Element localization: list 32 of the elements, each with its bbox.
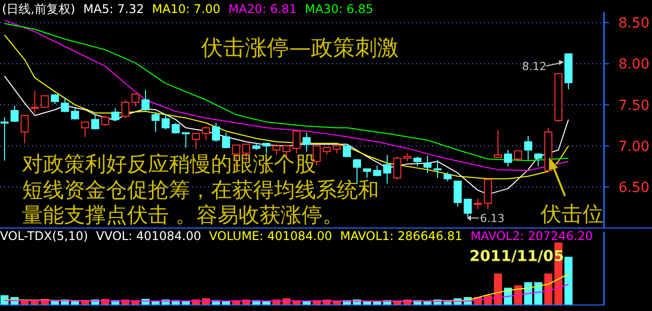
chart-title: (日线,前复权)	[2, 2, 76, 16]
annotation: 8.12	[522, 60, 546, 73]
candlestick	[434, 159, 442, 178]
bar	[494, 274, 502, 306]
annotation: 对政策利好反应稍慢的跟涨个股	[22, 152, 316, 176]
text: MA5: 7.32	[83, 2, 144, 16]
bar	[534, 282, 542, 306]
text: MA30: 6.85	[304, 2, 374, 16]
y-tick-label: 8.00	[618, 56, 650, 73]
annotation: 短线资金仓促抢筹，在获得均线系统和	[22, 178, 379, 202]
annotation: 伏击位	[540, 202, 604, 226]
y-tick-label: 6.50	[618, 180, 650, 196]
text: MA10: 7.00	[152, 2, 220, 16]
candlestick	[383, 154, 392, 184]
bar	[544, 274, 552, 306]
candlestick	[302, 132, 311, 152]
chart-title: VOL-TDX(5,10)	[0, 229, 88, 243]
candlestick	[524, 136, 532, 160]
text: VOLUME: 401084.00	[209, 229, 332, 243]
y-tick-label: 7.00	[618, 138, 650, 155]
y-tick-label: 7.50	[618, 98, 650, 114]
candlestick	[0, 116, 9, 162]
text: MAVOL1: 286646.81	[340, 229, 462, 243]
text: MAVOL2: 207246.20	[470, 229, 593, 243]
bar	[564, 256, 572, 306]
annotation: 伏击涨停—政策刺激	[201, 36, 399, 61]
annotation: 6.13	[480, 212, 504, 225]
y-tick-label: 8.50	[618, 16, 650, 32]
annotation: 量能支撑点伏击 。容易收获涨停。	[22, 203, 344, 227]
text: MA20: 6.81	[228, 2, 297, 16]
candlestick	[423, 155, 432, 174]
chart-subtitle: VVOL: 401084.00	[96, 229, 202, 243]
